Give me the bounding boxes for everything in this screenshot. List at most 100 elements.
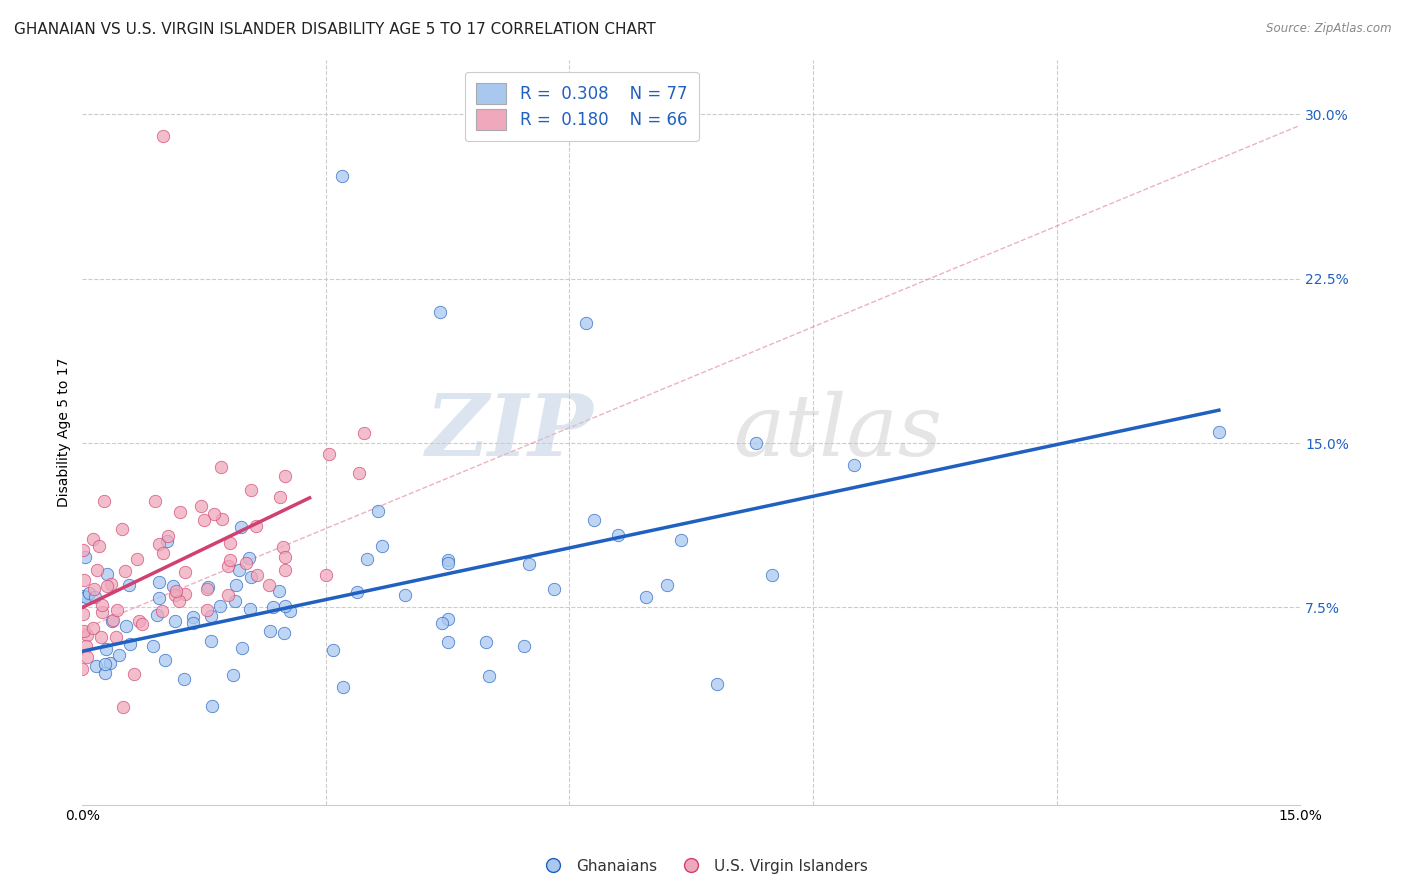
Ghanaians: [543, 582, 565, 596]
U.S. Virgin Islanders: [112, 699, 135, 714]
Ghanaians: [96, 567, 118, 582]
U.S. Virgin Islanders: [114, 564, 136, 578]
U.S. Virgin Islanders: [100, 577, 122, 591]
Ghanaians: [200, 634, 222, 648]
U.S. Virgin Islanders: [131, 616, 153, 631]
Ghanaians: [148, 591, 170, 605]
U.S. Virgin Islanders: [111, 522, 134, 536]
Ghanaians: [173, 673, 195, 687]
U.S. Virgin Islanders: [217, 588, 239, 602]
Ghanaians: [367, 504, 389, 518]
U.S. Virgin Islanders: [169, 505, 191, 519]
U.S. Virgin Islanders: [72, 607, 94, 621]
Ghanaians: [197, 580, 219, 594]
U.S. Virgin Islanders: [209, 459, 232, 474]
Ghanaians: [575, 316, 598, 330]
Ghanaians: [517, 557, 540, 571]
U.S. Virgin Islanders: [101, 613, 124, 627]
U.S. Virgin Islanders: [195, 582, 218, 596]
Ghanaians: [224, 593, 246, 607]
Ghanaians: [231, 641, 253, 656]
U.S. Virgin Islanders: [125, 552, 148, 566]
Ghanaians: [634, 591, 657, 605]
Ghanaians: [114, 618, 136, 632]
U.S. Virgin Islanders: [174, 586, 197, 600]
U.S. Virgin Islanders: [245, 568, 267, 582]
U.S. Virgin Islanders: [217, 558, 239, 573]
U.S. Virgin Islanders: [90, 630, 112, 644]
U.S. Virgin Islanders: [76, 649, 98, 664]
Ghanaians: [75, 590, 97, 604]
U.S. Virgin Islanders: [269, 490, 291, 504]
Ghanaians: [513, 639, 536, 653]
Ghanaians: [346, 585, 368, 599]
U.S. Virgin Islanders: [156, 529, 179, 543]
Ghanaians: [475, 634, 498, 648]
Ghanaians: [96, 642, 118, 657]
Ghanaians: [436, 553, 458, 567]
U.S. Virgin Islanders: [190, 500, 212, 514]
U.S. Virgin Islanders: [257, 578, 280, 592]
Legend: Ghanaians, U.S. Virgin Islanders: Ghanaians, U.S. Virgin Islanders: [531, 853, 875, 880]
Ghanaians: [671, 533, 693, 547]
Ghanaians: [262, 599, 284, 614]
Ghanaians: [436, 635, 458, 649]
U.S. Virgin Islanders: [143, 494, 166, 508]
Ghanaians: [332, 680, 354, 694]
Ghanaians: [156, 534, 179, 549]
Ghanaians: [436, 611, 458, 625]
Ghanaians: [72, 589, 94, 603]
U.S. Virgin Islanders: [315, 567, 337, 582]
Ghanaians: [239, 570, 262, 584]
U.S. Virgin Islanders: [73, 573, 96, 587]
Ghanaians: [83, 590, 105, 604]
Ghanaians: [278, 604, 301, 618]
Ghanaians: [93, 657, 115, 671]
Ghanaians: [208, 599, 231, 613]
U.S. Virgin Islanders: [82, 621, 104, 635]
Ghanaians: [322, 643, 344, 657]
Y-axis label: Disability Age 5 to 17: Disability Age 5 to 17: [58, 358, 72, 507]
Ghanaians: [181, 615, 204, 630]
Ghanaians: [330, 169, 353, 183]
U.S. Virgin Islanders: [349, 466, 371, 480]
Ghanaians: [222, 668, 245, 682]
Ghanaians: [430, 615, 453, 630]
U.S. Virgin Islanders: [274, 468, 297, 483]
Ghanaians: [259, 624, 281, 639]
U.S. Virgin Islanders: [91, 599, 114, 613]
Ghanaians: [98, 656, 121, 670]
Ghanaians: [201, 699, 224, 714]
Ghanaians: [582, 513, 605, 527]
U.S. Virgin Islanders: [235, 556, 257, 570]
U.S. Virgin Islanders: [163, 588, 186, 602]
U.S. Virgin Islanders: [174, 565, 197, 579]
Ghanaians: [229, 519, 252, 533]
U.S. Virgin Islanders: [93, 494, 115, 508]
Text: atlas: atlas: [733, 391, 942, 474]
Ghanaians: [239, 602, 262, 616]
Legend: R =  0.308    N = 77, R =  0.180    N = 66: R = 0.308 N = 77, R = 0.180 N = 66: [464, 71, 699, 142]
U.S. Virgin Islanders: [245, 519, 267, 533]
U.S. Virgin Islanders: [91, 605, 114, 619]
Ghanaians: [238, 550, 260, 565]
Text: Source: ZipAtlas.com: Source: ZipAtlas.com: [1267, 22, 1392, 36]
Text: ZIP: ZIP: [426, 391, 593, 474]
Ghanaians: [117, 577, 139, 591]
U.S. Virgin Islanders: [72, 662, 94, 676]
U.S. Virgin Islanders: [87, 540, 110, 554]
Ghanaians: [225, 578, 247, 592]
Ghanaians: [75, 549, 97, 564]
U.S. Virgin Islanders: [318, 447, 340, 461]
Ghanaians: [107, 648, 129, 662]
Ghanaians: [163, 614, 186, 628]
U.S. Virgin Islanders: [124, 667, 146, 681]
U.S. Virgin Islanders: [165, 584, 187, 599]
Ghanaians: [745, 436, 768, 450]
Ghanaians: [436, 557, 458, 571]
Ghanaians: [267, 584, 290, 599]
Ghanaians: [77, 585, 100, 599]
Ghanaians: [655, 578, 678, 592]
Ghanaians: [706, 677, 728, 691]
U.S. Virgin Islanders: [167, 594, 190, 608]
